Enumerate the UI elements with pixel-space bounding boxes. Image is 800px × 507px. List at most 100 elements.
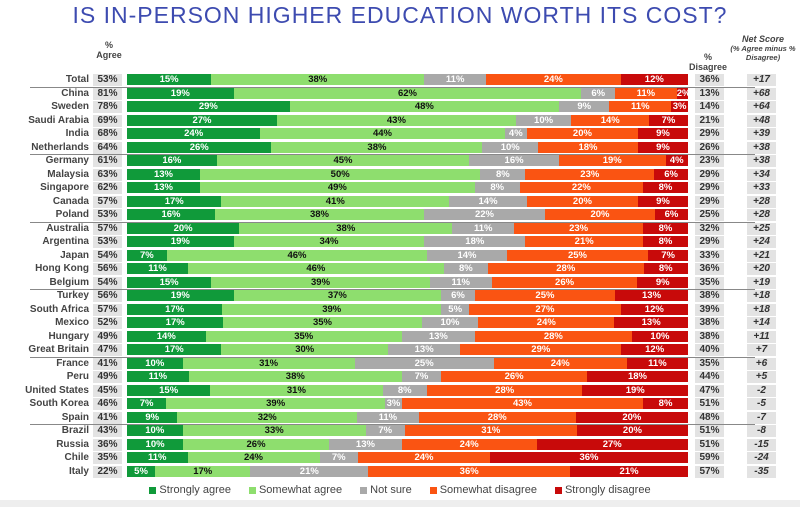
net-score-value: +48 [747, 114, 776, 127]
legend-swatch [248, 486, 256, 494]
bar-segment-somewhat-disagree: 20% [526, 195, 638, 207]
country-label: Saudi Arabia [28, 114, 89, 126]
bar-segment-somewhat-agree: 31% [210, 384, 383, 396]
agree-value: 45% [93, 384, 122, 397]
agree-value: 57% [93, 222, 122, 235]
country-label: United States [25, 384, 89, 396]
bar-segment-strongly-agree: 17% [127, 317, 224, 328]
table-row: Russia 36% 10% 26% 13% 24% 27% 51% -15 [0, 438, 800, 451]
table-row: Turkey 56% 19% 37% 6% 25% 13% 38% +18 [0, 290, 800, 302]
agree-value: 49% [93, 371, 122, 383]
bar-segment-somewhat-agree: 30% [221, 344, 389, 355]
disagree-value: 57% [695, 465, 724, 478]
disagree-value: 25% [695, 209, 724, 221]
country-label: Malaysia [47, 168, 89, 180]
bar-segment-strongly-agree: 17% [127, 344, 222, 355]
stacked-bar: 16% 45% 16% 19% 4% [127, 155, 688, 166]
bar-segment-not-sure: 7% [365, 425, 405, 436]
bar-segment-strongly-disagree: 8% [643, 182, 688, 193]
disagree-value: 38% [695, 290, 724, 302]
country-label: Canada [52, 195, 89, 207]
bar-segment-somewhat-agree: 46% [188, 263, 444, 274]
bar-segment-strongly-agree: 15% [127, 276, 212, 288]
bar-segment-not-sure: 6% [441, 290, 475, 301]
table-row: Argentina 53% 19% 34% 18% 21% 8% 29% +24 [0, 236, 800, 248]
bar-segment-not-sure: 13% [328, 438, 402, 450]
bar-segment-somewhat-agree: 44% [260, 128, 505, 139]
agree-value: 53% [93, 236, 122, 248]
bar-segment-not-sure: 3% [385, 398, 402, 409]
bar-segment-somewhat-agree: 38% [271, 141, 483, 153]
disagree-value: 40% [695, 344, 724, 356]
agree-value: 36% [93, 438, 122, 451]
bar-segment-strongly-disagree: 8% [643, 263, 688, 274]
bar-segment-strongly-agree: 19% [127, 290, 234, 301]
stacked-bar: 17% 41% 14% 20% 9% [127, 195, 688, 207]
bar-segment-somewhat-agree: 39% [166, 398, 386, 409]
bar-segment-not-sure: 11% [429, 276, 492, 288]
bar-segment-not-sure: 11% [424, 74, 487, 85]
table-row: France 41% 10% 31% 25% 24% 11% 35% +6 [0, 357, 800, 370]
bar-segment-strongly-agree: 7% [127, 249, 167, 261]
agree-value: 41% [93, 357, 122, 370]
footer-bar [0, 500, 800, 507]
table-row: Chile 35% 11% 24% 7% 24% 36% 59% -24 [0, 452, 800, 464]
table-row: Malaysia 63% 13% 50% 8% 23% 6% 29% +34 [0, 168, 800, 181]
table-row: Saudi Arabia 69% 27% 43% 10% 14% 7% 21% +48 [0, 114, 800, 127]
net-score-header: Net Score (% Agree minus % Disagree) [730, 34, 796, 62]
disagree-value: 51% [695, 398, 724, 410]
bar-segment-somewhat-disagree: 18% [538, 141, 638, 153]
bar-segment-strongly-disagree: 9% [637, 195, 688, 207]
bar-segment-somewhat-disagree: 24% [401, 438, 537, 450]
bar-segment-somewhat-disagree: 22% [519, 182, 644, 193]
bar-segment-somewhat-disagree: 25% [506, 249, 649, 261]
bar-segment-not-sure: 11% [357, 411, 419, 423]
country-label: Peru [66, 371, 89, 382]
agree-value: 81% [93, 87, 122, 100]
agree-value: 52% [93, 317, 122, 329]
country-label: Spain [61, 411, 89, 423]
bar-segment-somewhat-agree: 39% [211, 276, 430, 288]
bar-segment-not-sure: 11% [452, 222, 515, 234]
disagree-value: 47% [695, 384, 724, 397]
bar-segment-strongly-agree: 10% [127, 357, 183, 369]
country-label: China [61, 87, 89, 99]
bar-segment-strongly-disagree: 7% [649, 114, 688, 126]
bar-segment-somewhat-disagree: 20% [526, 128, 638, 139]
net-score-value: +7 [747, 344, 776, 356]
net-score-value: -7 [747, 411, 776, 424]
bar-segment-strongly-disagree: 18% [587, 371, 688, 382]
row-separator [30, 289, 755, 290]
stacked-bar: 26% 38% 10% 18% 9% [127, 141, 688, 153]
bar-segment-not-sure: 14% [427, 249, 507, 261]
bar-segment-strongly-disagree: 27% [536, 438, 688, 450]
bar-segment-somewhat-disagree: 26% [441, 371, 587, 382]
net-score-value: +24 [747, 236, 776, 248]
bar-segment-strongly-agree: 24% [127, 128, 261, 139]
bar-segment-somewhat-agree: 35% [223, 317, 422, 328]
disagree-value: 48% [695, 411, 724, 424]
agree-value: 62% [93, 182, 122, 194]
disagree-value: 13% [695, 87, 724, 100]
agree-value: 46% [93, 398, 122, 410]
bar-segment-strongly-disagree: 12% [620, 303, 688, 315]
table-row: Australia 57% 20% 38% 11% 23% 8% 32% +25 [0, 222, 800, 235]
bar-segment-not-sure: 13% [388, 344, 461, 355]
legend-item: Somewhat disagree [429, 484, 537, 496]
stacked-bar: 15% 31% 8% 28% 19% [127, 384, 688, 396]
disagree-value: 35% [695, 276, 724, 289]
bar-segment-strongly-agree: 10% [127, 438, 184, 450]
bar-segment-not-sure: 21% [250, 465, 369, 477]
net-score-value: -15 [747, 438, 776, 451]
stacked-bar: 11% 46% 8% 28% 8% [127, 263, 688, 274]
bar-segment-somewhat-agree: 46% [166, 249, 428, 261]
bar-segment-strongly-agree: 11% [127, 371, 189, 382]
bar-segment-strongly-disagree: 21% [570, 465, 688, 477]
net-score-value: +18 [747, 303, 776, 316]
bar-segment-somewhat-disagree: 24% [493, 357, 627, 369]
agree-value: 78% [93, 101, 122, 113]
net-score-value: -8 [747, 425, 776, 437]
bar-segment-strongly-disagree: 6% [655, 209, 688, 220]
bar-segment-somewhat-agree: 45% [216, 155, 470, 166]
bar-segment-strongly-disagree: 7% [648, 249, 688, 261]
